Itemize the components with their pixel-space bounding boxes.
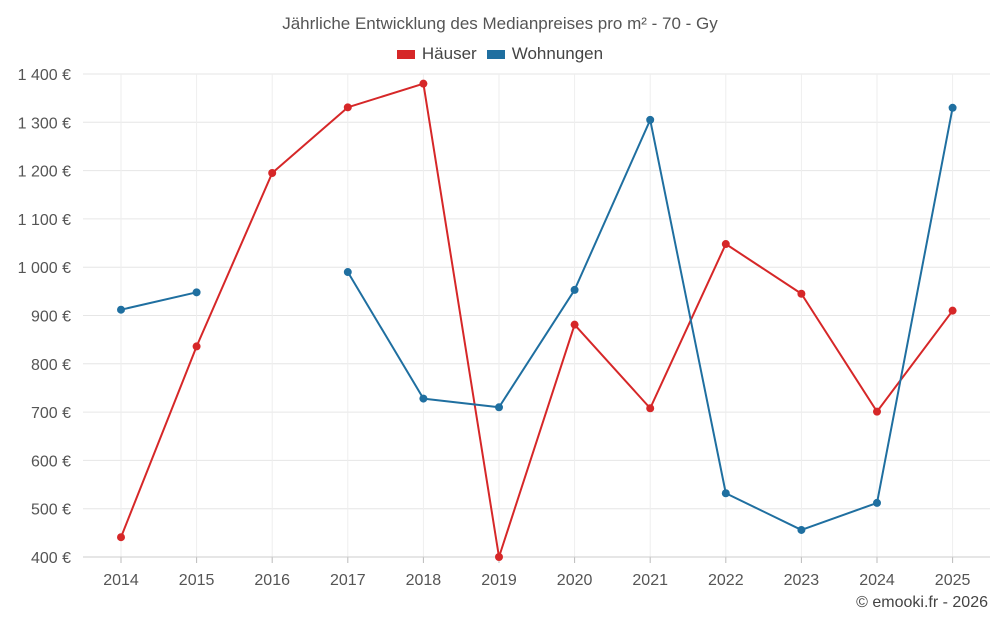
y-tick-label: 700 €	[31, 405, 71, 422]
y-tick-label: 800 €	[31, 357, 71, 374]
data-point-haeuser	[646, 404, 655, 413]
x-tick-label: 2016	[254, 572, 290, 589]
series-line-wohnungen	[120, 291, 197, 311]
x-tick-label: 2019	[481, 572, 517, 589]
series-line-haeuser	[120, 82, 954, 558]
data-point-wohnungen	[873, 498, 881, 507]
data-point-haeuser	[948, 306, 957, 315]
data-point-haeuser	[495, 553, 503, 561]
data-point-wohnungen	[646, 115, 655, 124]
x-tick-label: 2024	[859, 572, 895, 589]
data-point-wohnungen	[419, 394, 428, 403]
data-point-wohnungen	[192, 288, 201, 297]
credit-text: © emooki.fr - 2026	[856, 594, 988, 611]
x-tick-label: 2023	[784, 572, 820, 589]
x-tick-label: 2021	[632, 572, 668, 589]
data-point-wohnungen	[495, 403, 503, 412]
data-point-haeuser	[570, 320, 579, 329]
legend-item-wohnungen[interactable]: Wohnungen	[486, 44, 604, 64]
x-tick-label: 2022	[708, 572, 744, 589]
data-point-wohnungen	[948, 103, 957, 112]
y-tick-label: 600 €	[31, 453, 71, 470]
y-tick-label: 1 100 €	[18, 212, 71, 229]
data-point-haeuser	[268, 169, 277, 178]
x-tick-label: 2017	[330, 572, 366, 589]
data-point-haeuser	[192, 342, 201, 351]
chart-legend: Häuser Wohnungen	[0, 44, 1000, 64]
y-tick-label: 1 400 €	[18, 67, 71, 84]
x-tick-label: 2015	[179, 572, 215, 589]
data-point-haeuser	[117, 533, 125, 542]
x-tick-label: 2018	[406, 572, 442, 589]
data-point-haeuser	[419, 79, 428, 88]
legend-label-haeuser: Häuser	[421, 44, 477, 63]
chart-title: Jährliche Entwicklung des Medianpreises …	[282, 14, 718, 33]
data-point-haeuser	[797, 289, 806, 298]
legend-item-haeuser[interactable]: Häuser	[396, 44, 477, 64]
legend-label-wohnungen: Wohnungen	[511, 44, 604, 63]
x-tick-label: 2020	[557, 572, 593, 589]
y-tick-label: 1 300 €	[18, 115, 71, 132]
legend-swatch-wohnungen	[486, 49, 505, 59]
y-tick-label: 900 €	[31, 309, 71, 326]
data-point-haeuser	[873, 407, 881, 416]
data-point-haeuser	[343, 103, 352, 112]
data-point-wohnungen	[797, 525, 806, 534]
y-tick-label: 1 200 €	[18, 164, 71, 181]
y-tick-label: 400 €	[31, 550, 71, 567]
data-point-wohnungen	[117, 305, 125, 314]
data-point-wohnungen	[721, 489, 730, 498]
data-point-wohnungen	[570, 285, 579, 294]
data-point-haeuser	[721, 240, 730, 249]
y-tick-label: 500 €	[31, 502, 71, 519]
legend-swatch-haeuser	[396, 49, 415, 59]
x-tick-label: 2014	[103, 572, 139, 589]
y-tick-label: 1 000 €	[18, 260, 71, 277]
data-point-wohnungen	[343, 268, 352, 277]
x-tick-label: 2025	[935, 572, 971, 589]
